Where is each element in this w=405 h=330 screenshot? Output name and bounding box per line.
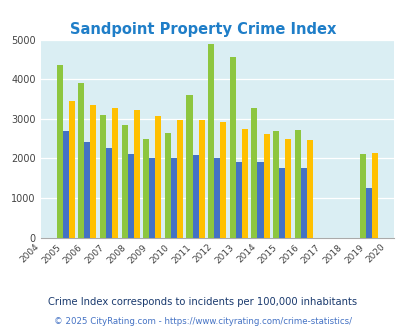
Bar (365, 188, 371, 238)
Bar (229, 57, 235, 238)
Bar (90, 105, 96, 238)
Bar (251, 108, 257, 238)
Bar (208, 44, 214, 238)
Bar (306, 140, 312, 238)
Bar (149, 158, 155, 238)
Bar (177, 120, 183, 238)
Bar (300, 168, 306, 238)
Bar (278, 168, 284, 238)
Bar (263, 134, 269, 238)
Bar (143, 139, 149, 238)
Bar (171, 158, 177, 238)
Bar (133, 110, 139, 238)
Bar (284, 139, 290, 238)
Bar (121, 125, 127, 238)
Bar (155, 116, 161, 238)
Bar (273, 131, 278, 238)
Bar (68, 101, 75, 238)
Bar (127, 154, 133, 238)
Bar (62, 131, 68, 238)
Bar (164, 133, 171, 238)
Bar (100, 115, 106, 238)
Bar (220, 121, 226, 238)
Bar (112, 108, 118, 238)
Bar (198, 120, 204, 238)
Bar (186, 95, 192, 238)
Bar (241, 129, 247, 238)
Bar (192, 155, 198, 238)
Text: Crime Index corresponds to incidents per 100,000 inhabitants: Crime Index corresponds to incidents per… (48, 297, 357, 307)
Bar (214, 158, 220, 238)
Bar (57, 65, 62, 238)
Bar (257, 162, 263, 238)
Bar (78, 83, 84, 238)
Bar (106, 148, 112, 238)
Bar (371, 153, 377, 238)
Bar (359, 154, 365, 238)
Bar (294, 130, 300, 238)
Text: © 2025 CityRating.com - https://www.cityrating.com/crime-statistics/: © 2025 CityRating.com - https://www.city… (54, 317, 351, 326)
Text: Sandpoint Property Crime Index: Sandpoint Property Crime Index (70, 22, 335, 37)
Bar (84, 142, 90, 238)
Bar (235, 162, 241, 238)
